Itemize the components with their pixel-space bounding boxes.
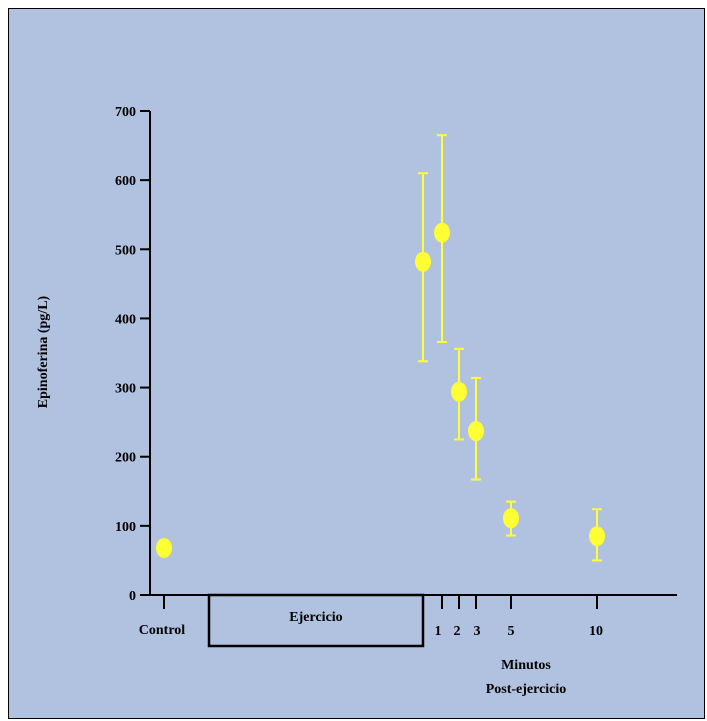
data-point-4 bbox=[468, 421, 484, 442]
x-tick-label-2: 2 bbox=[454, 624, 461, 639]
y-tick-label-600: 600 bbox=[115, 174, 136, 189]
x-axis-note-line-2: Post-ejercicio bbox=[486, 682, 567, 697]
chart-frame bbox=[8, 8, 705, 719]
data-point-3 bbox=[451, 381, 467, 402]
data-point-1 bbox=[415, 251, 431, 272]
data-points bbox=[156, 134, 605, 562]
data-point-0 bbox=[156, 537, 172, 558]
x-ticks: Control 1 2 3 5 10 bbox=[139, 595, 603, 639]
data-point-2 bbox=[434, 222, 450, 243]
y-tick-label-100: 100 bbox=[115, 520, 136, 535]
x-axis-note-line-1: Minutos bbox=[501, 658, 551, 673]
y-axis-label: Epinoferina (pg/L) bbox=[36, 295, 51, 408]
y-tick-label-500: 500 bbox=[115, 243, 136, 258]
y-tick-label-400: 400 bbox=[115, 312, 136, 327]
y-tick-label-200: 200 bbox=[115, 451, 136, 466]
data-point-6 bbox=[589, 526, 605, 547]
exercise-box bbox=[207, 593, 425, 648]
y-tick-label-300: 300 bbox=[115, 382, 136, 397]
x-tick-label-10: 10 bbox=[589, 624, 603, 639]
x-tick-label-1: 1 bbox=[435, 624, 442, 639]
y-tick-label-700: 700 bbox=[115, 105, 136, 120]
x-tick-label-3: 3 bbox=[474, 624, 481, 639]
x-tick-label-control: Control bbox=[139, 623, 186, 638]
y-tick-label-0: 0 bbox=[129, 589, 136, 604]
y-ticks: 0 100 200 300 400 500 600 700 bbox=[115, 105, 150, 604]
x-tick-label-5: 5 bbox=[508, 624, 515, 639]
data-point-5 bbox=[503, 508, 519, 529]
exercise-box-label: Ejercicio bbox=[289, 610, 342, 625]
